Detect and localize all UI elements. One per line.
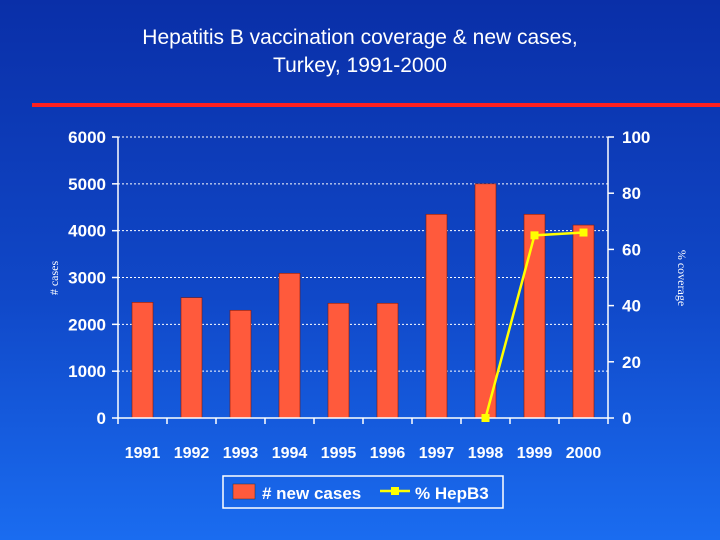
left-tick-label: 6000 — [68, 128, 106, 147]
left-tick-label: 5000 — [68, 175, 106, 194]
y-axis-label: # cases — [47, 261, 61, 296]
x-tick-label-1992: 1992 — [174, 445, 210, 462]
x-tick-label-1991: 1991 — [125, 445, 161, 462]
bar-series — [131, 183, 595, 419]
left-tick-label: 4000 — [68, 222, 106, 241]
left-tick-label: 1000 — [68, 362, 106, 381]
bar-1993 — [229, 309, 252, 419]
right-tick-label: 0 — [622, 409, 631, 428]
bar-1997 — [425, 213, 448, 419]
x-tick-label-1995: 1995 — [321, 445, 357, 462]
x-tick-label-1998: 1998 — [468, 445, 504, 462]
x-tick-label-1996: 1996 — [370, 445, 406, 462]
right-axis-ticks: 0 20 40 60 80 100 — [622, 128, 650, 428]
chart-title: Hepatitis B vaccination coverage & new c… — [0, 24, 720, 80]
left-tick-label: 2000 — [68, 315, 106, 334]
legend-line-marker — [391, 487, 399, 495]
left-tick-label: 3000 — [68, 269, 106, 288]
x-tick-label-1997: 1997 — [419, 445, 455, 462]
bar-1995 — [327, 302, 350, 419]
right-tick-label: 100 — [622, 128, 650, 147]
y2-axis-label: % coverage — [675, 250, 689, 306]
hepb3-point-1999 — [530, 231, 539, 240]
line-series — [481, 228, 588, 422]
legend-box — [222, 475, 504, 509]
bar-1994 — [278, 272, 301, 419]
chart-title-line-1: Hepatitis B vaccination coverage & new c… — [142, 26, 578, 49]
hepb3-point-2000 — [579, 228, 588, 237]
left-axis-ticks: 0 1000 2000 3000 4000 5000 6000 — [68, 128, 106, 428]
x-tick-label-2000: 2000 — [566, 445, 602, 462]
bar-1999 — [523, 213, 546, 419]
x-axis-ticks: 1991 1992 1993 1994 1995 1996 1997 1998 1999 2000 — [125, 445, 602, 462]
chart-title-line-2: Turkey, 1991-2000 — [273, 54, 447, 77]
bar-1998 — [474, 183, 497, 419]
right-tick-label: 60 — [622, 240, 641, 259]
bar-1992 — [180, 297, 203, 419]
legend-label-hepb3: % HepB3 — [415, 484, 489, 503]
bar-2000 — [572, 224, 595, 419]
right-tick-label: 20 — [622, 353, 641, 372]
x-tick-label-1993: 1993 — [223, 445, 259, 462]
bar-1996 — [376, 302, 399, 419]
legend-bar-swatch — [232, 483, 256, 500]
hepb3-point-1998 — [481, 414, 490, 422]
legend-label-cases: # new cases — [262, 484, 361, 503]
right-tick-label: 40 — [622, 297, 641, 316]
x-tick-label-1999: 1999 — [517, 445, 553, 462]
bar-1991 — [131, 302, 154, 419]
left-tick-label: 0 — [97, 409, 106, 428]
axes — [112, 136, 614, 424]
legend: # new cases % HepB3 — [222, 475, 504, 509]
title-divider — [32, 103, 720, 107]
x-tick-label-1994: 1994 — [272, 445, 308, 462]
right-tick-label: 80 — [622, 184, 641, 203]
